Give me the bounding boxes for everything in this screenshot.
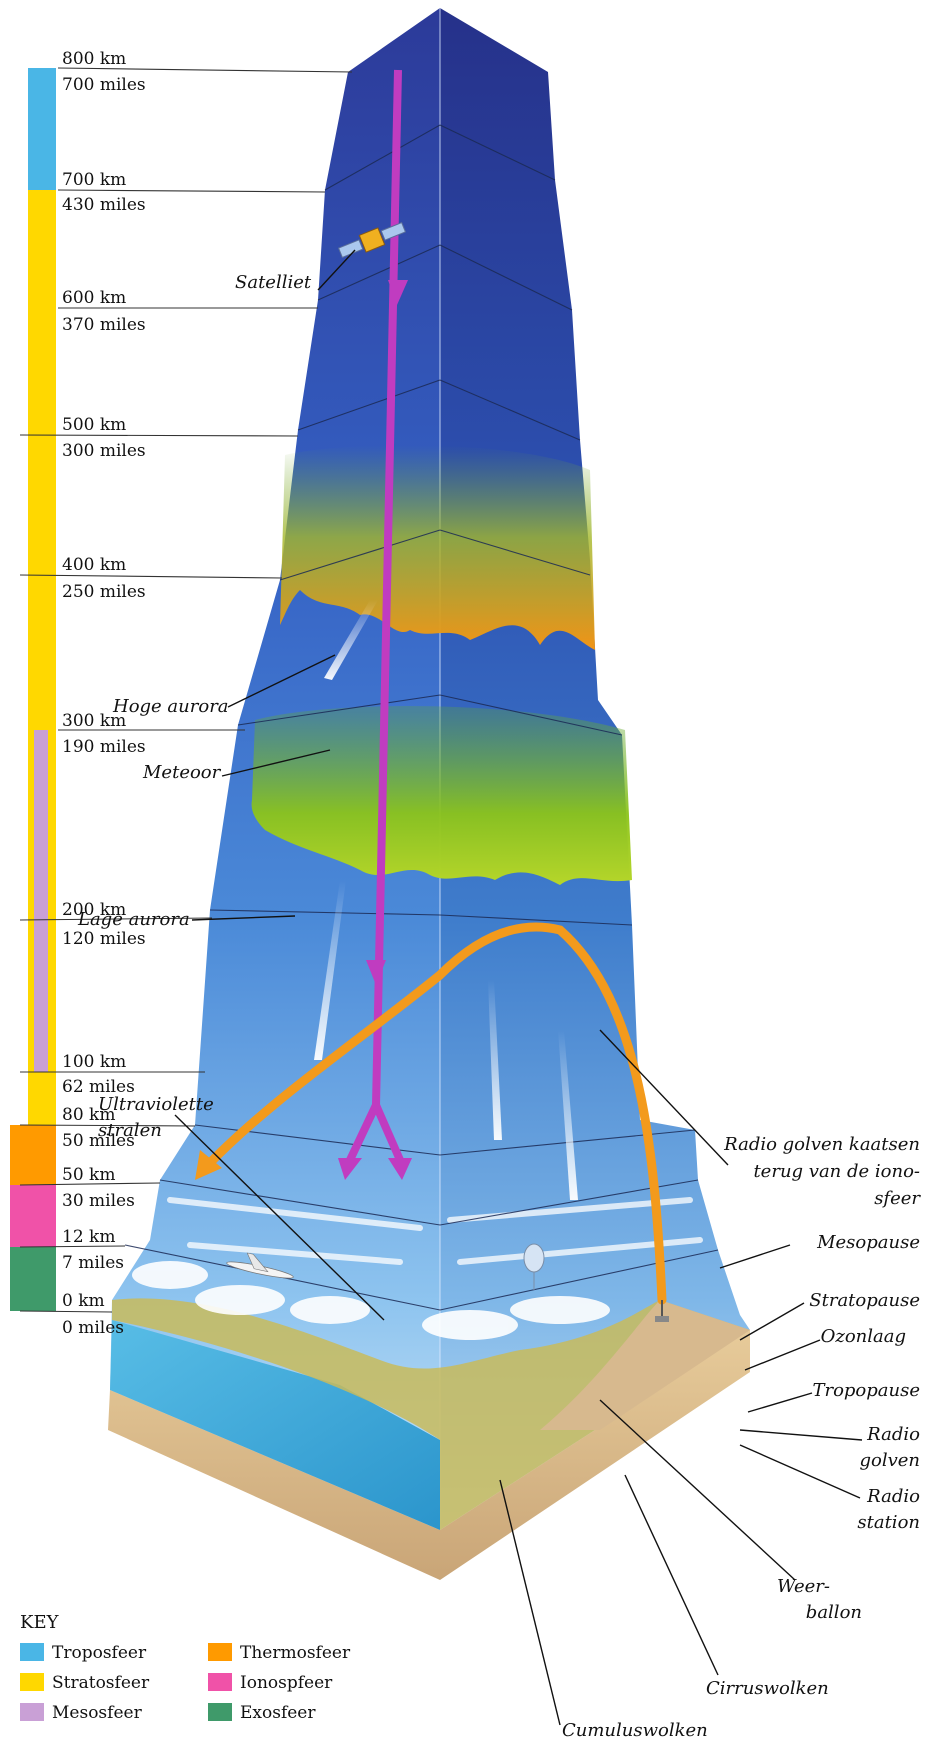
label-meteoor: Meteoor (142, 762, 222, 783)
bar-ionospfeer-segment (10, 1185, 56, 1247)
key-label-ionospfeer: Ionospfeer (240, 1673, 333, 1693)
atmosphere-tower (108, 8, 750, 1580)
alt-miles-430: 430 miles (62, 195, 146, 215)
label-tropopause: Tropopause (812, 1380, 920, 1401)
bar-exosfeer-segment (10, 1247, 56, 1311)
label-mesopause: Mesopause (816, 1232, 920, 1253)
layer-boundaries (124, 124, 719, 1311)
radio-station-icon (655, 1300, 669, 1322)
key-swatch-troposfeer (20, 1643, 44, 1661)
key-swatch-stratosfeer (20, 1673, 44, 1691)
key-label-troposfeer: Troposfeer (52, 1643, 147, 1663)
land (112, 1298, 750, 1530)
alt-miles-30: 30 miles (62, 1191, 135, 1211)
label-lage-aurora: Lage aurora (77, 909, 190, 930)
alt-km-500: 500 km (62, 415, 126, 435)
high-aurora (280, 445, 595, 650)
label-uv-line1: Ultraviolette (98, 1094, 214, 1115)
alt-km-600: 600 km (62, 288, 126, 308)
label-radio-golven-1: Radio (866, 1424, 920, 1445)
weather-balloon-icon (523, 1243, 545, 1290)
bar-troposfeer-segment (28, 68, 56, 190)
label-weerballon-2: ballon (806, 1602, 862, 1623)
key-swatch-exosfeer (208, 1703, 232, 1721)
key-label-exosfeer: Exosfeer (240, 1703, 316, 1723)
alt-miles-7: 7 miles (62, 1253, 124, 1273)
ground-base (108, 1330, 750, 1580)
alt-km-200: 200 km (62, 900, 126, 920)
alt-miles-370: 370 miles (62, 315, 146, 335)
alt-km-400: 400 km (62, 555, 126, 575)
label-uv-line2: stralen (98, 1120, 162, 1141)
alt-miles-300: 300 miles (62, 441, 146, 461)
label-weerballon-1: Weer- (777, 1576, 830, 1597)
radio-wave-arc (195, 922, 667, 1305)
alt-miles-62: 62 miles (62, 1077, 135, 1097)
label-cirruswolken: Cirruswolken (706, 1678, 829, 1699)
key-swatch-ionospfeer (208, 1673, 232, 1691)
bar-mesosfeer-segment (34, 730, 48, 1072)
altitude-color-bar (10, 68, 56, 1311)
bar-thermosfeer-segment (10, 1125, 56, 1185)
label-hoge-aurora: Hoge aurora (112, 696, 229, 717)
satellite-signal-path (338, 69, 412, 1180)
label-radio-kaatsen-1: Radio golven kaatsen (723, 1134, 920, 1155)
alt-km-300: 300 km (62, 711, 126, 731)
key-label-thermosfeer: Thermosfeer (240, 1643, 351, 1663)
label-ozonlaag: Ozonlaag (821, 1326, 906, 1347)
key-swatch-thermosfeer (208, 1643, 232, 1661)
callouts: Satelliet Hoge aurora Meteoor Lage auror… (77, 249, 921, 1741)
alt-miles-50: 50 miles (62, 1131, 135, 1151)
label-radio-station-2: station (857, 1512, 920, 1533)
label-radio-kaatsen-2: terug van de iono- (753, 1161, 920, 1182)
alt-km-700: 700 km (62, 170, 126, 190)
aircraft-icon (226, 1252, 294, 1279)
label-cumuluswolken: Cumuluswolken (562, 1720, 708, 1741)
cumulus-clouds (132, 1261, 610, 1340)
label-radio-golven-2: golven (859, 1450, 920, 1471)
label-radio-kaatsen-3: sfeer (874, 1188, 921, 1209)
alt-km-50: 50 km (62, 1165, 115, 1185)
key-swatch-mesosfeer (20, 1703, 44, 1721)
light-streaks (314, 600, 578, 1200)
alt-km-100: 100 km (62, 1052, 126, 1072)
legend-key: KEY Troposfeer Stratosfeer Mesosfeer The… (20, 1612, 351, 1723)
mountain (540, 1300, 750, 1430)
alt-km-12: 12 km (62, 1227, 115, 1247)
satellite-icon (337, 221, 407, 259)
alt-miles-700: 700 miles (62, 75, 146, 95)
low-aurora (251, 706, 632, 885)
label-radio-station-1: Radio (866, 1486, 920, 1507)
alt-miles-120: 120 miles (62, 929, 146, 949)
altitude-scale: 800 km 700 miles 700 km 430 miles 600 km… (19, 49, 353, 1338)
sea (110, 1320, 440, 1530)
label-stratopause: Stratopause (809, 1290, 920, 1311)
alt-miles-250: 250 miles (62, 582, 146, 602)
key-label-stratosfeer: Stratosfeer (52, 1673, 150, 1693)
alt-km-0: 0 km (62, 1291, 105, 1311)
alt-km-800: 800 km (62, 49, 126, 69)
alt-km-80: 80 km (62, 1105, 115, 1125)
alt-miles-190: 190 miles (62, 737, 146, 757)
alt-miles-0: 0 miles (62, 1318, 124, 1338)
key-label-mesosfeer: Mesosfeer (52, 1703, 143, 1723)
key-title: KEY (20, 1612, 60, 1633)
label-satelliet: Satelliet (235, 272, 312, 293)
